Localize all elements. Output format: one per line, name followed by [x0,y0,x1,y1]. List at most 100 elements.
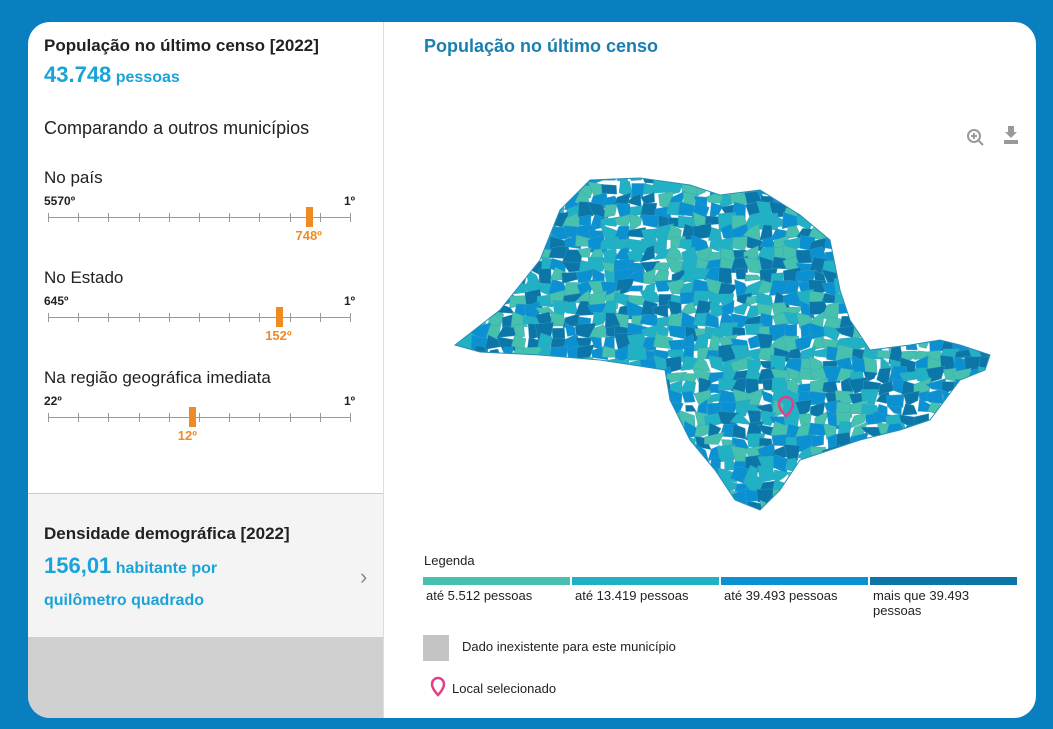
municipality [497,279,513,295]
municipality [653,454,674,472]
municipality [899,465,920,483]
municipality [824,487,838,508]
municipality [965,423,981,439]
municipality [521,447,544,463]
municipality [692,211,712,227]
municipality [939,222,957,243]
municipality [848,376,869,394]
municipality [573,178,593,189]
zoom-icon [967,129,984,146]
municipality [498,248,517,265]
municipality [720,223,737,243]
municipality [810,468,830,484]
municipality [821,281,839,298]
municipality [683,420,699,440]
municipality [455,355,465,375]
municipality [745,421,764,441]
municipality [966,410,983,427]
scale-min: 22º [44,394,62,408]
municipality [904,328,920,342]
municipality [613,447,629,461]
municipality [886,405,902,415]
municipality [769,181,788,196]
municipality [575,356,596,370]
municipality [591,345,609,360]
municipality [991,433,1010,448]
municipality [527,337,545,351]
municipality [680,466,700,485]
municipality [484,245,502,263]
municipality [587,233,609,254]
municipality [898,267,920,287]
municipality [849,256,864,276]
municipality [784,477,802,495]
municipality [691,201,710,219]
municipality [681,334,696,351]
municipality [535,414,554,426]
municipality [899,414,921,430]
municipality [587,256,609,274]
municipality [495,204,517,222]
density-card[interactable]: Densidade demográfica [2022] 156,01 habi… [28,493,383,637]
municipality [872,435,891,451]
municipality [538,248,556,259]
municipality [577,448,590,459]
municipality [574,488,596,507]
municipality [809,509,828,510]
municipality [720,247,739,264]
municipality [746,236,764,253]
municipality [708,501,723,510]
municipality [691,267,713,280]
municipality [930,205,944,217]
municipality [459,464,478,486]
municipality [600,195,621,207]
municipality [770,368,791,385]
municipality [455,411,464,430]
slider-tick [350,413,351,422]
municipality [691,367,712,383]
municipality [940,336,960,352]
municipality [666,190,686,210]
slider-tick [259,413,261,422]
municipality [891,432,908,451]
municipality [552,300,569,319]
municipality [968,492,980,507]
municipality [814,214,828,232]
municipality [730,338,749,352]
municipality [939,180,957,197]
municipality [496,326,518,338]
municipality [455,405,466,415]
municipality [772,489,786,507]
municipality [873,303,894,320]
municipality [567,476,580,492]
municipality [890,491,909,506]
municipality [704,326,726,340]
municipality [810,378,829,394]
municipality [912,508,929,510]
municipality [458,178,478,186]
municipality [682,345,694,363]
municipality [706,251,725,266]
municipality [473,466,492,481]
municipality [470,503,489,510]
municipality [694,436,712,450]
municipality [863,468,883,485]
municipality [827,453,843,474]
municipality [678,454,698,473]
municipality [535,202,553,218]
municipality [955,391,972,407]
municipality [913,377,932,397]
slider-tick [319,413,321,422]
municipality [615,493,633,506]
municipality [486,192,504,210]
municipality [756,291,774,308]
municipality [534,227,556,243]
municipality [783,207,805,217]
municipality [587,202,609,219]
municipality [666,410,685,429]
municipality [716,443,736,463]
municipality [642,183,662,195]
municipality [514,425,531,438]
municipality [717,467,738,483]
municipality [977,178,990,183]
